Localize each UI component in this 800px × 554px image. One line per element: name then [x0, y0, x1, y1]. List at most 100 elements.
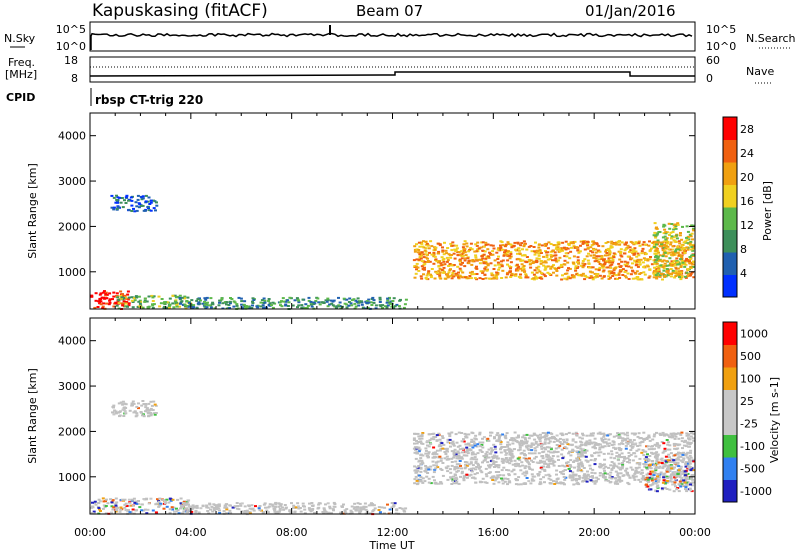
colorbar-segment	[723, 479, 737, 503]
echo-cell	[521, 248, 524, 251]
echo-cell	[217, 507, 221, 510]
echo-cell	[163, 305, 167, 308]
echo-cell	[547, 442, 551, 445]
echo-cell	[482, 260, 486, 263]
echo-cell	[542, 465, 545, 468]
echo-cell	[566, 443, 570, 446]
echo-cell	[211, 301, 215, 304]
echo-cell	[141, 306, 145, 309]
echo-cell	[347, 301, 351, 303]
echo-cell	[441, 437, 445, 439]
echo-cell	[640, 469, 644, 472]
echo-cell	[670, 459, 674, 462]
echo-cell	[604, 254, 607, 257]
echo-cell	[550, 432, 554, 435]
echo-cell	[652, 272, 656, 275]
echo-cell	[497, 255, 500, 258]
echo-cell	[530, 468, 534, 471]
echo-cell	[97, 502, 101, 505]
echo-cell	[637, 466, 641, 469]
echo-cell	[123, 410, 127, 413]
echo-cell	[673, 437, 677, 440]
colorbar-tick-label: 1000	[740, 327, 768, 340]
echo-cell	[531, 262, 535, 264]
echo-cell	[578, 250, 582, 253]
echo-cell	[333, 305, 337, 308]
echo-cell	[501, 477, 505, 480]
echo-cell	[447, 458, 451, 461]
echo-cell	[665, 264, 669, 267]
echo-cell	[668, 456, 671, 459]
echo-cell	[308, 509, 312, 512]
echo-cell	[518, 459, 522, 462]
echo-cell	[664, 433, 668, 436]
echo-cell	[608, 251, 612, 254]
echo-cell	[664, 464, 668, 467]
echo-cell	[490, 450, 494, 453]
echo-cell	[577, 455, 580, 458]
echo-cell	[317, 503, 321, 506]
echo-cell	[174, 296, 178, 299]
echo-cell	[564, 476, 568, 479]
echo-cell	[485, 481, 489, 484]
echo-cell	[573, 240, 577, 243]
echo-cell	[556, 246, 560, 249]
echo-cell	[631, 252, 635, 255]
echo-cell	[146, 508, 150, 511]
echo-cell	[544, 438, 547, 441]
echo-cell	[424, 467, 428, 470]
echo-cell	[488, 251, 491, 254]
echo-cell	[243, 300, 247, 303]
echo-cell	[237, 508, 241, 511]
echo-cell	[278, 507, 282, 510]
echo-cell	[496, 474, 500, 477]
echo-cell	[333, 503, 337, 505]
echo-cell	[610, 272, 614, 275]
echo-cell	[495, 477, 499, 480]
echo-cell	[587, 443, 591, 446]
echo-cell	[464, 451, 468, 454]
echo-cell	[655, 243, 658, 246]
echo-cell	[470, 441, 474, 443]
echo-cell	[631, 248, 635, 251]
echo-cell	[469, 247, 473, 250]
echo-cell	[467, 463, 471, 466]
echo-cell	[582, 467, 586, 469]
echo-cell	[424, 247, 428, 250]
echo-cell	[147, 502, 151, 505]
echo-cell	[442, 271, 446, 274]
echo-cell	[526, 445, 530, 448]
echo-cell	[656, 475, 659, 478]
echo-cell	[118, 411, 122, 413]
echo-cell	[565, 461, 569, 464]
echo-cell	[527, 480, 531, 483]
echo-cell	[563, 446, 567, 449]
echo-cell	[658, 274, 662, 277]
echo-cell	[463, 240, 467, 243]
echo-cell	[600, 437, 604, 440]
echo-cell	[579, 455, 583, 458]
echo-cell	[487, 448, 491, 451]
echo-cell	[551, 459, 555, 462]
echo-cell	[601, 245, 605, 248]
echo-cell	[593, 260, 597, 263]
echo-cell	[417, 465, 421, 467]
echo-cell	[593, 458, 597, 460]
echo-cell	[594, 257, 598, 260]
echo-cell	[213, 509, 216, 512]
echo-cell	[670, 223, 674, 225]
echo-cell	[104, 498, 108, 501]
echo-cell	[668, 251, 672, 254]
echo-cell	[434, 482, 438, 485]
echo-cell	[191, 504, 195, 507]
echo-cell	[392, 297, 396, 300]
echo-cell	[171, 498, 175, 501]
echo-cell	[588, 475, 592, 478]
echo-cell	[149, 209, 153, 212]
echo-cell	[574, 269, 578, 272]
echo-cell	[114, 510, 118, 513]
echo-cell	[607, 452, 610, 455]
echo-cell	[570, 450, 574, 453]
echo-cell	[518, 442, 522, 445]
echo-cell	[172, 506, 176, 509]
